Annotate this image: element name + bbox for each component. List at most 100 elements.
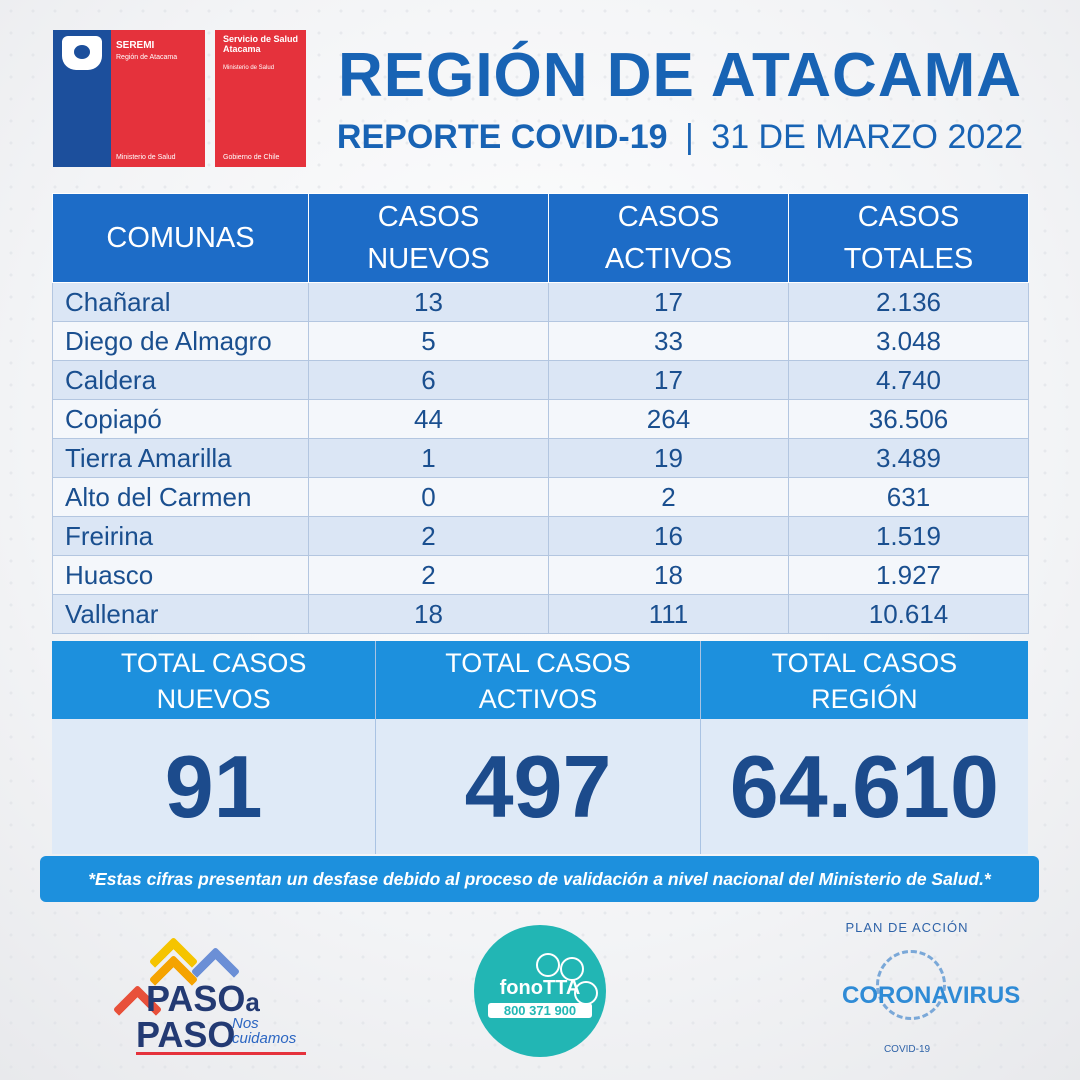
- table-row: Freirina 2 16 1.519: [52, 516, 1029, 556]
- total-region-label-line2: REGIÓN: [811, 684, 918, 714]
- subtitle-separator: |: [684, 118, 694, 156]
- covid-label: COVID-19: [883, 1044, 931, 1055]
- nos-cuidamos: Nos cuidamos: [232, 1016, 296, 1046]
- paso-word-1: PASOa: [146, 978, 260, 1019]
- casos-totales: 1.519: [788, 516, 1029, 556]
- servicio-ministry: Ministerio de Salud: [223, 65, 275, 71]
- comuna-name: Copiapó: [52, 399, 309, 439]
- header-casos-activos: CASOS ACTIVOS: [548, 193, 789, 283]
- casos-activos: 111: [548, 594, 789, 634]
- total-activos: TOTAL CASOS ACTIVOS 497: [376, 641, 701, 854]
- cuidamos-label: cuidamos: [232, 1030, 297, 1047]
- header-casos-totales-label: CASOS TOTALES: [843, 201, 974, 275]
- virus-icon: [876, 950, 946, 1020]
- seremi-region: Región de Atacama: [116, 54, 178, 61]
- table-row: Chañaral 13 17 2.136: [52, 282, 1029, 322]
- page-subtitle: REPORTE COVID-19 | 31 DE MARZO 2022: [325, 118, 1035, 157]
- casos-activos: 33: [548, 321, 789, 361]
- header-casos-activos-label: CASOS ACTIVOS: [604, 201, 733, 275]
- nos-label: Nos: [232, 1015, 259, 1032]
- total-activos-label: TOTAL CASOS ACTIVOS: [376, 641, 700, 719]
- casos-activos: 17: [548, 360, 789, 400]
- comunas-table: COMUNAS CASOS NUEVOS CASOS ACTIVOS CASOS…: [52, 193, 1029, 634]
- casos-totales: 4.740: [788, 360, 1029, 400]
- seremi-title: SEREMI: [116, 40, 155, 51]
- casos-totales: 36.506: [788, 399, 1029, 439]
- network-bubble-icon: [560, 957, 584, 981]
- comuna-name: Alto del Carmen: [52, 477, 309, 517]
- casos-activos: 16: [548, 516, 789, 556]
- table-row: Copiapó 44 264 36.506: [52, 399, 1029, 439]
- casos-activos: 264: [548, 399, 789, 439]
- casos-nuevos: 0: [308, 477, 549, 517]
- comuna-name: Vallenar: [52, 594, 309, 634]
- comuna-name: Diego de Almagro: [52, 321, 309, 361]
- total-nuevos-label: TOTAL CASOS NUEVOS: [52, 641, 376, 719]
- total-activos-value: 497: [376, 719, 700, 854]
- header-comunas: COMUNAS: [52, 193, 309, 283]
- total-nuevos: TOTAL CASOS NUEVOS 91: [52, 641, 377, 854]
- total-nuevos-label-line1: TOTAL CASOS: [120, 648, 307, 678]
- coronavirus-label: CORONAVIRUS: [842, 982, 1021, 1009]
- comuna-name: Freirina: [52, 516, 309, 556]
- seremi-logo: SEREMI Región de Atacama Ministerio de S…: [53, 30, 205, 167]
- casos-activos: 17: [548, 282, 789, 322]
- casos-nuevos: 2: [308, 555, 549, 595]
- fonotta-name: fonoTTA: [499, 977, 581, 999]
- total-region-value: 64.610: [700, 719, 1029, 854]
- total-region-label: TOTAL CASOS REGIÓN: [700, 641, 1029, 719]
- casos-nuevos: 13: [308, 282, 549, 322]
- casos-activos: 2: [548, 477, 789, 517]
- plan-coronavirus-logo: PLAN DE ACCIÓN CORONAVIRUS COVID-19: [842, 920, 1021, 1060]
- paso-a: a: [245, 987, 260, 1017]
- servicio-title: Servicio de Salud Atacama: [223, 34, 299, 54]
- table-row: Huasco 2 18 1.927: [52, 555, 1029, 595]
- comuna-name: Tierra Amarilla: [52, 438, 309, 478]
- header-casos-totales: CASOS TOTALES: [788, 193, 1029, 283]
- casos-nuevos: 18: [308, 594, 549, 634]
- table-row: Diego de Almagro 5 33 3.048: [52, 321, 1029, 361]
- total-region-label-line1: TOTAL CASOS: [771, 648, 958, 678]
- paso-word-2: PASO: [136, 1014, 236, 1055]
- paso-underline: [136, 1052, 306, 1055]
- casos-nuevos: 1: [308, 438, 549, 478]
- casos-totales: 3.048: [788, 321, 1029, 361]
- disclaimer-note: *Estas cifras presentan un desfase debid…: [40, 856, 1039, 902]
- casos-totales: 2.136: [788, 282, 1029, 322]
- total-activos-label-line1: TOTAL CASOS: [445, 648, 631, 678]
- casos-totales: 1.927: [788, 555, 1029, 595]
- phone-bubble-icon: [536, 953, 560, 977]
- paso-a-paso-logo: PASOa PASO Nos cuidamos: [108, 930, 318, 1060]
- report-label: REPORTE COVID-19: [336, 118, 668, 156]
- total-activos-label-line2: ACTIVOS: [478, 684, 598, 714]
- comuna-name: Huasco: [52, 555, 309, 595]
- casos-nuevos: 2: [308, 516, 549, 556]
- servicio-salud-logo: Servicio de Salud Atacama Ministerio de …: [215, 30, 306, 167]
- casos-nuevos: 6: [308, 360, 549, 400]
- table-row: Caldera 6 17 4.740: [52, 360, 1029, 400]
- plan-label: PLAN DE ACCIÓN: [845, 920, 969, 935]
- seremi-ministry: Ministerio de Salud: [116, 154, 176, 161]
- comuna-name: Chañaral: [52, 282, 309, 322]
- table-row: Tierra Amarilla 1 19 3.489: [52, 438, 1029, 478]
- casos-totales: 3.489: [788, 438, 1029, 478]
- casos-activos: 19: [548, 438, 789, 478]
- fonotta-logo: fonoTTA 800 371 900: [474, 925, 606, 1057]
- page-title: REGIÓN DE ATACAMA: [337, 41, 1023, 110]
- casos-totales: 10.614: [788, 594, 1029, 634]
- total-nuevos-value: 91: [52, 719, 376, 854]
- chile-coat-of-arms-icon: [62, 36, 102, 70]
- header-casos-nuevos-label: CASOS NUEVOS: [367, 201, 490, 275]
- casos-totales: 631: [788, 477, 1029, 517]
- casos-nuevos: 44: [308, 399, 549, 439]
- total-region: TOTAL CASOS REGIÓN 64.610: [700, 641, 1029, 854]
- total-nuevos-label-line2: NUEVOS: [156, 684, 271, 714]
- comuna-name: Caldera: [52, 360, 309, 400]
- table-header-row: COMUNAS CASOS NUEVOS CASOS ACTIVOS CASOS…: [52, 193, 1029, 283]
- fonotta-number: 800 371 900: [488, 1003, 592, 1018]
- header-casos-nuevos: CASOS NUEVOS: [308, 193, 549, 283]
- casos-activos: 18: [548, 555, 789, 595]
- casos-nuevos: 5: [308, 321, 549, 361]
- totals-panel: TOTAL CASOS NUEVOS 91 TOTAL CASOS ACTIVO…: [52, 641, 1029, 854]
- report-date: 31 DE MARZO 2022: [711, 118, 1024, 156]
